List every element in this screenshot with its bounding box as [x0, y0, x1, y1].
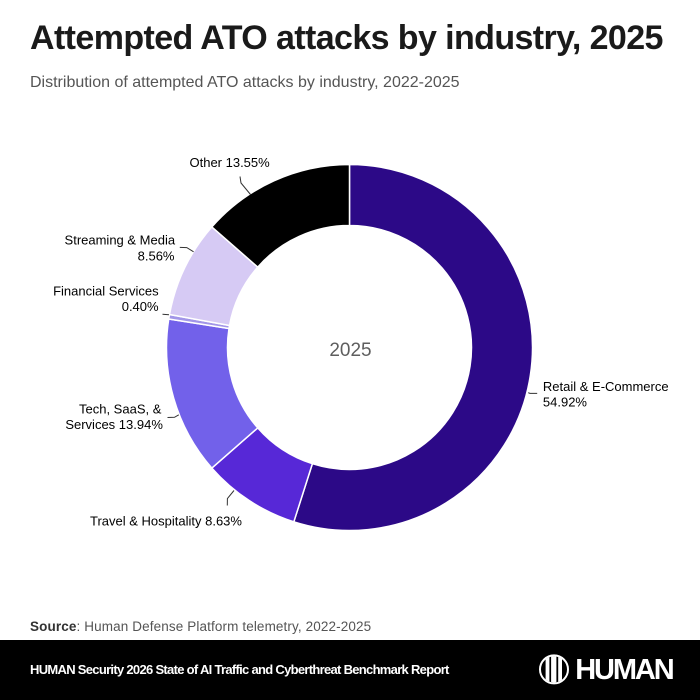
svg-text:Financial Services: Financial Services: [53, 284, 159, 299]
svg-text:8.56%: 8.56%: [138, 248, 175, 263]
svg-text:54.92%: 54.92%: [543, 395, 588, 410]
svg-text:HUMAN: HUMAN: [575, 654, 673, 686]
svg-text:Other 13.55%: Other 13.55%: [189, 155, 270, 170]
svg-text:2025: 2025: [329, 340, 371, 361]
svg-text:Tech, SaaS, &: Tech, SaaS, &: [79, 401, 162, 416]
svg-text:Streaming & Media: Streaming & Media: [65, 233, 176, 248]
svg-text:Travel & Hospitality 8.63%: Travel & Hospitality 8.63%: [90, 513, 242, 528]
svg-text:Retail & E-Commerce: Retail & E-Commerce: [543, 379, 669, 394]
svg-text:0.40%: 0.40%: [122, 299, 159, 314]
svg-text:Services 13.94%: Services 13.94%: [65, 417, 163, 432]
